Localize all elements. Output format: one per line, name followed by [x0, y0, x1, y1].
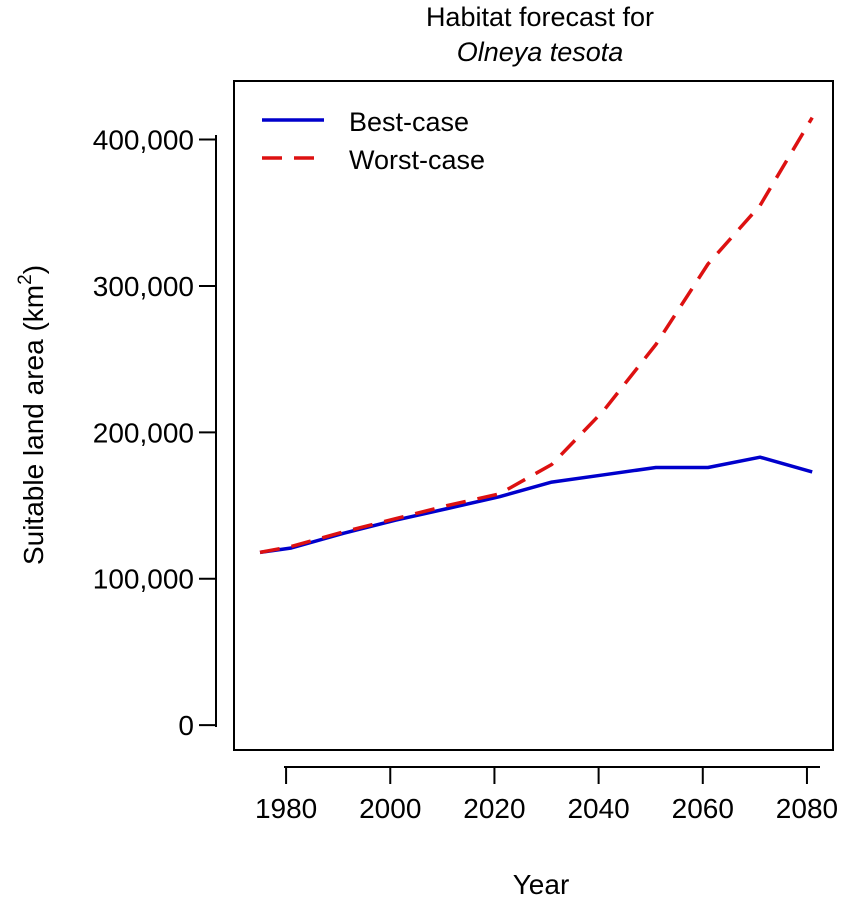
y-ticks: 0 100,000 200,000 300,000 400,000 — [93, 125, 216, 741]
y-axis-title-superscript: 2 — [15, 274, 36, 285]
legend-label-worst-case: Worst-case — [349, 145, 485, 175]
legend: Best-case Worst-case — [262, 107, 485, 175]
legend-label-best-case: Best-case — [349, 107, 469, 137]
series-line-worst-case — [259, 116, 814, 555]
y-tick-label: 100,000 — [93, 564, 194, 595]
chart-title-line2: Olneya tesota — [457, 37, 624, 67]
x-tick-label: 2020 — [463, 793, 525, 824]
x-axis-title: Year — [513, 869, 570, 898]
x-tick-label: 2080 — [776, 793, 838, 824]
x-tick-label: 1980 — [255, 793, 317, 824]
plot-frame — [233, 80, 834, 751]
chart-title-line1: Habitat forecast for — [426, 2, 654, 32]
y-tick-label: 200,000 — [93, 417, 194, 448]
y-tick-label: 300,000 — [93, 271, 194, 302]
y-axis-title: Suitable land area (km2) — [15, 265, 49, 565]
x-ticks: 1980 2000 2020 2040 2060 2080 — [255, 767, 838, 824]
x-tick-label: 2040 — [567, 793, 629, 824]
y-axis-title-close: ) — [18, 265, 49, 274]
x-tick-label: 2060 — [672, 793, 734, 824]
y-axis-title-main: Suitable land area (km — [18, 285, 49, 565]
x-tick-label: 2000 — [359, 793, 421, 824]
y-tick-label: 0 — [178, 710, 194, 741]
series-group — [259, 116, 814, 555]
y-tick-label: 400,000 — [93, 125, 194, 156]
